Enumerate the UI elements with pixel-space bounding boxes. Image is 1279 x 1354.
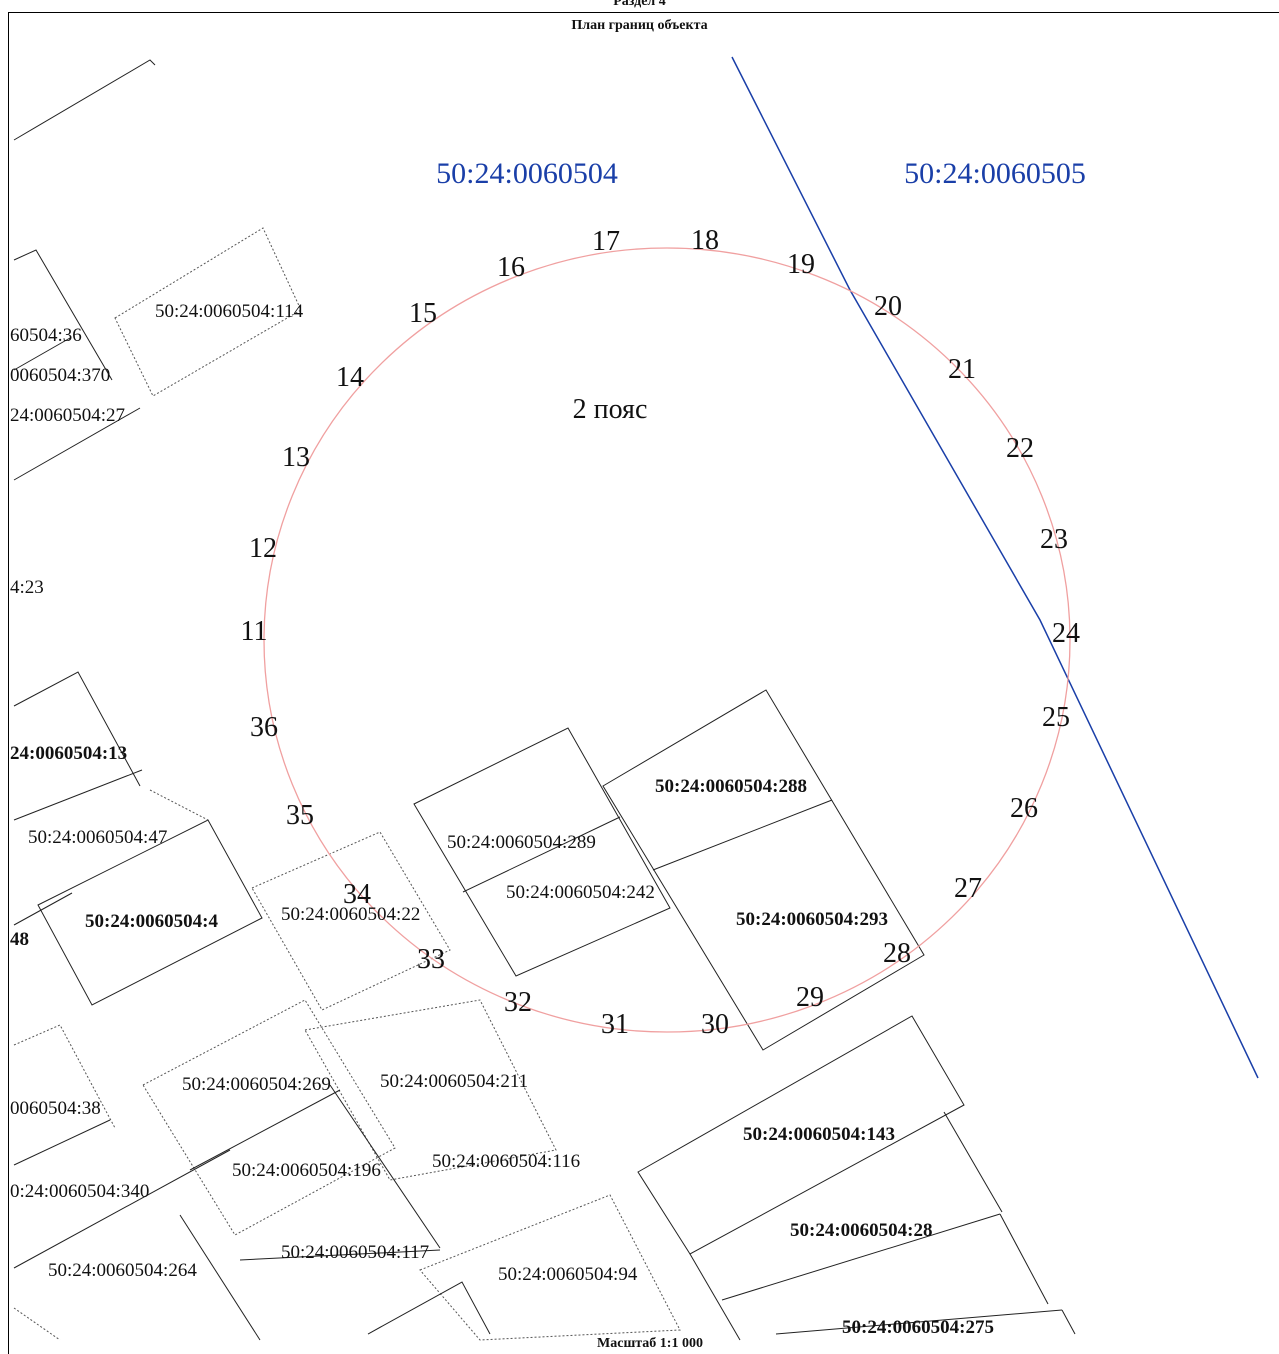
- boundary-point-26: 26: [1010, 793, 1038, 824]
- zone-boundary-circle: [263, 247, 1071, 1033]
- boundary-point-25: 25: [1042, 702, 1070, 733]
- boundary-point-20: 20: [874, 291, 902, 322]
- parcel-label: 0060504:38: [10, 1098, 101, 1119]
- parcel-edge: [37, 819, 263, 1006]
- parcel-edge: [419, 1194, 681, 1341]
- parcel-edge: [13, 892, 73, 926]
- parcel-edge: [367, 1281, 491, 1335]
- parcel-label: 50:24:0060504:242: [506, 882, 655, 903]
- parcel-label: 50:24:0060504:288: [655, 776, 807, 797]
- boundary-point-23: 23: [1040, 524, 1068, 555]
- parcel-edge: [13, 1307, 61, 1341]
- parcel-edge: [13, 407, 141, 481]
- parcel-edge: [329, 1084, 441, 1249]
- parcel-label: 50:24:0060504:289: [447, 832, 596, 853]
- parcel-edge: [149, 789, 209, 821]
- parcel-edge: [999, 1213, 1049, 1305]
- parcel-label: 24:0060504:27: [10, 405, 125, 426]
- parcel-label: 50:24:0060504:264: [48, 1260, 197, 1281]
- boundary-point-29: 29: [796, 982, 824, 1013]
- boundary-point-13: 13: [282, 442, 310, 473]
- boundary-point-28: 28: [883, 938, 911, 969]
- parcel-label: 0:24:0060504:340: [10, 1181, 149, 1202]
- parcel-label: 24:0060504:13: [10, 743, 127, 764]
- boundary-point-33: 33: [417, 944, 445, 975]
- boundary-point-36: 36: [250, 712, 278, 743]
- parcel-edge: [652, 799, 833, 871]
- parcel-edge: [142, 999, 396, 1236]
- parcel-label: 50:24:0060504:116: [432, 1151, 580, 1172]
- boundary-point-30: 30: [701, 1009, 729, 1040]
- parcel-edge: [239, 1249, 441, 1261]
- parcel-label: 50:24:0060504:211: [380, 1071, 528, 1092]
- boundary-point-15: 15: [409, 298, 437, 329]
- parcel-labels: 50:24:0060504:114 60504:36 0060504:370 2…: [10, 301, 994, 1338]
- parcel-label: 50:24:0060504:117: [281, 1242, 429, 1263]
- parcel-label: 48: [10, 929, 29, 950]
- parcel-label: 60504:36: [10, 325, 82, 346]
- parcel-label: 50:24:0060504:114: [155, 301, 304, 322]
- quarter-boundary-line: [731, 56, 1259, 1079]
- boundary-point-14: 14: [336, 362, 364, 393]
- parcel-label: 50:24:0060504:4: [85, 911, 218, 932]
- parcel-label: 50:24:0060504:22: [281, 904, 420, 925]
- parcel-label: 50:24:0060504:94: [498, 1264, 638, 1285]
- parcel-edge: [13, 671, 141, 787]
- parcel-label: 0060504:370: [10, 365, 110, 386]
- parcel-label: 50:24:0060504:196: [232, 1160, 381, 1181]
- plan-title: План границ объекта: [571, 18, 708, 33]
- parcel-edge: [189, 1089, 341, 1171]
- boundary-point-24: 24: [1052, 618, 1080, 649]
- parcel-edge: [689, 1253, 741, 1341]
- parcel-edge: [413, 727, 671, 977]
- boundary-point-22: 22: [1006, 433, 1034, 464]
- boundary-point-31: 31: [601, 1009, 629, 1040]
- boundary-point-35: 35: [286, 800, 314, 831]
- map-frame: [8, 12, 1279, 1354]
- parcel-edge: [13, 1149, 231, 1269]
- boundary-point-18: 18: [691, 225, 719, 256]
- quarter-label-west: 50:24:0060504: [436, 157, 618, 190]
- parcel-edge: [13, 1119, 111, 1166]
- parcel-label: 50:24:0060504:275: [842, 1317, 994, 1338]
- parcel-edge: [721, 1213, 1001, 1301]
- parcel-edge: [13, 59, 156, 141]
- parcel-edge: [179, 1214, 261, 1341]
- parcel-label: 50:24:0060504:47: [28, 827, 167, 848]
- boundary-point-16: 16: [497, 252, 525, 283]
- parcel-edge: [943, 1111, 1003, 1213]
- map-scale: Масштаб 1:1 000: [597, 1336, 703, 1351]
- parcel-label: 50:24:0060504:269: [182, 1074, 331, 1095]
- boundary-point-32: 32: [504, 987, 532, 1018]
- boundary-point-17: 17: [592, 226, 620, 257]
- parcel-edge: [462, 816, 621, 893]
- parcel-edge: [1061, 1309, 1076, 1335]
- parcel-edge: [304, 999, 557, 1181]
- boundary-point-19: 19: [787, 249, 815, 280]
- parcel-edge: [775, 1309, 1063, 1335]
- parcel-edge: [13, 769, 143, 821]
- parcel-label: 50:24:0060504:28: [790, 1220, 932, 1241]
- parcel-edge: [13, 1024, 116, 1129]
- boundary-point-11: 11: [241, 616, 268, 647]
- boundary-point-21: 21: [948, 354, 976, 385]
- parcel-label: 4:23: [10, 577, 44, 598]
- zone-label: 2 пояс: [573, 394, 648, 425]
- boundary-point-12: 12: [249, 533, 277, 564]
- parcel-edge: [251, 831, 451, 1011]
- parcel-edge: [13, 249, 113, 381]
- section-heading: Раздел 4: [613, 0, 666, 9]
- boundary-point-labels: 11 12 13 14 15 16 17 18 19 20 21 22 23 2…: [241, 225, 1080, 1040]
- boundary-point-27: 27: [954, 873, 982, 904]
- parcel-label: 50:24:0060504:293: [736, 909, 888, 930]
- parcel-lines: [13, 59, 1076, 1341]
- quarter-label-east: 50:24:0060505: [904, 157, 1086, 190]
- parcel-edge: [13, 337, 71, 371]
- parcel-label: 50:24:0060504:143: [743, 1124, 895, 1145]
- parcel-edge: [602, 689, 925, 1051]
- parcel-edge: [637, 1015, 965, 1255]
- boundary-point-34: 34: [343, 879, 371, 910]
